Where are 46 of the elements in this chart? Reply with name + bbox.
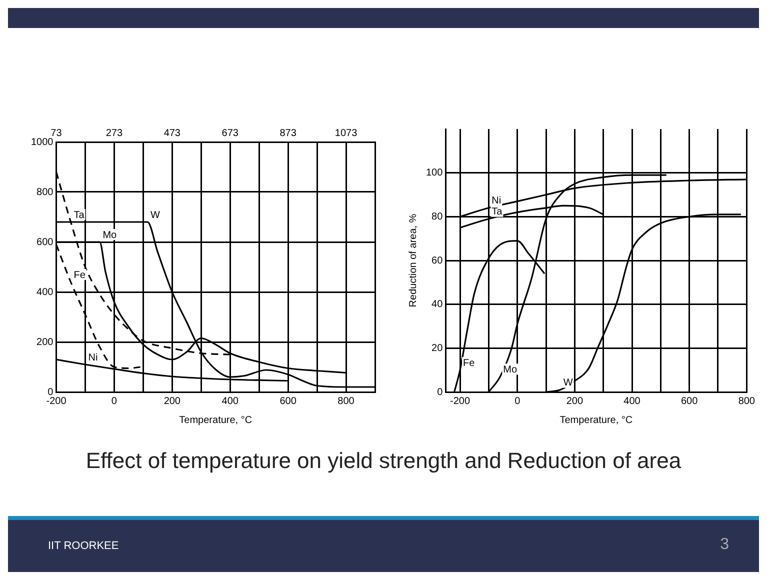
y-tick-label: 800 bbox=[36, 186, 54, 198]
y-tick-label: 200 bbox=[36, 336, 54, 348]
x-tick-label: -200 bbox=[450, 396, 470, 407]
x-tick-label: 800 bbox=[338, 396, 355, 407]
series-label: W bbox=[563, 378, 574, 389]
series-label: Ni bbox=[492, 196, 502, 207]
series-label: Ta bbox=[492, 206, 503, 218]
series-label: Mo bbox=[503, 364, 518, 376]
x2-tick-label: 673 bbox=[222, 128, 239, 139]
series-label: Ta bbox=[74, 210, 85, 221]
x2-tick-label: 473 bbox=[164, 128, 181, 139]
series-label: Ni bbox=[88, 352, 98, 364]
series-label: Fe bbox=[74, 270, 86, 281]
x-axis-title: Temperature, °C bbox=[560, 414, 633, 426]
x2-tick-label: 73 bbox=[50, 128, 62, 139]
y-tick-label: 40 bbox=[432, 299, 444, 310]
x-tick-label: 800 bbox=[738, 396, 756, 407]
x-tick-label: 600 bbox=[280, 396, 297, 407]
x-tick-label: 200 bbox=[566, 396, 584, 407]
x-tick-label: 200 bbox=[164, 396, 181, 407]
text: IIT ROORKEE bbox=[48, 540, 119, 552]
y-tick-label: 100 bbox=[426, 168, 444, 179]
x-tick-label: -200 bbox=[46, 396, 67, 407]
y-tick-label: 400 bbox=[36, 286, 54, 298]
y-tick-label: 1000 bbox=[30, 136, 54, 148]
x-tick-label: 400 bbox=[624, 396, 641, 407]
series-label: W bbox=[150, 210, 161, 221]
y-tick-label: 0 bbox=[437, 386, 444, 398]
x2-tick-label: 873 bbox=[280, 128, 297, 139]
y-tick-label: 80 bbox=[432, 211, 444, 222]
text: 3 bbox=[720, 536, 729, 554]
x2-tick-label: 1073 bbox=[334, 128, 358, 139]
x-tick-label: 400 bbox=[222, 396, 239, 407]
x-tick-label: 600 bbox=[680, 396, 698, 407]
x-tick-label: 0 bbox=[111, 396, 118, 407]
x2-tick-label: 273 bbox=[106, 128, 123, 139]
x-axis-title: Temperature, °C bbox=[179, 414, 252, 426]
y-axis-title: Reduction of area, % bbox=[408, 214, 419, 308]
x-tick-label: 0 bbox=[514, 396, 521, 407]
y-tick-label: 600 bbox=[36, 236, 54, 248]
text: Effect of temperature on yield strength and Reduction of area bbox=[84, 448, 682, 474]
y-tick-label: 0 bbox=[48, 386, 54, 398]
series-label: Fe bbox=[463, 358, 476, 369]
y-tick-label: 60 bbox=[432, 255, 444, 266]
series-label: Mo bbox=[102, 230, 118, 241]
y-tick-label: 20 bbox=[432, 342, 444, 354]
